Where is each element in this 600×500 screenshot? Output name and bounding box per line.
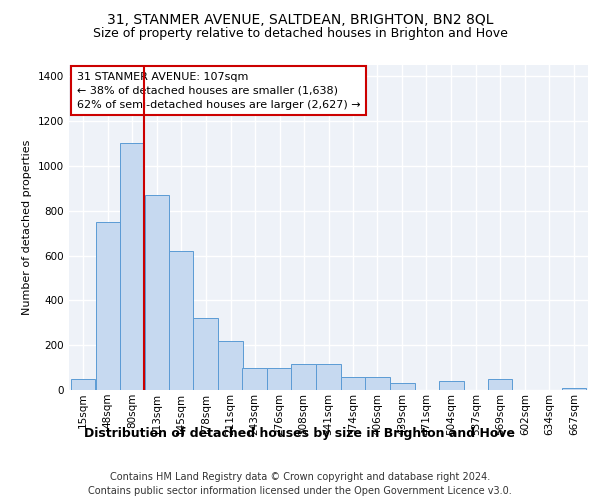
Text: Contains HM Land Registry data © Crown copyright and database right 2024.: Contains HM Land Registry data © Crown c… xyxy=(110,472,490,482)
Bar xyxy=(390,384,415,390)
Text: 31 STANMER AVENUE: 107sqm
← 38% of detached houses are smaller (1,638)
62% of se: 31 STANMER AVENUE: 107sqm ← 38% of detac… xyxy=(77,72,361,110)
Bar xyxy=(145,195,169,390)
Bar xyxy=(365,376,390,390)
Bar xyxy=(439,381,464,390)
Text: Distribution of detached houses by size in Brighton and Hove: Distribution of detached houses by size … xyxy=(85,428,515,440)
Text: 31, STANMER AVENUE, SALTDEAN, BRIGHTON, BN2 8QL: 31, STANMER AVENUE, SALTDEAN, BRIGHTON, … xyxy=(107,12,493,26)
Bar xyxy=(95,222,120,390)
Bar xyxy=(193,318,218,390)
Bar xyxy=(267,368,292,390)
Bar xyxy=(242,368,267,390)
Bar xyxy=(562,388,586,390)
Y-axis label: Number of detached properties: Number of detached properties xyxy=(22,140,32,315)
Text: Size of property relative to detached houses in Brighton and Hove: Size of property relative to detached ho… xyxy=(92,28,508,40)
Bar xyxy=(488,379,512,390)
Bar xyxy=(341,376,365,390)
Bar xyxy=(119,144,144,390)
Bar xyxy=(292,364,316,390)
Text: Contains public sector information licensed under the Open Government Licence v3: Contains public sector information licen… xyxy=(88,486,512,496)
Bar xyxy=(218,340,243,390)
Bar xyxy=(71,379,95,390)
Bar xyxy=(169,251,193,390)
Bar xyxy=(316,364,341,390)
